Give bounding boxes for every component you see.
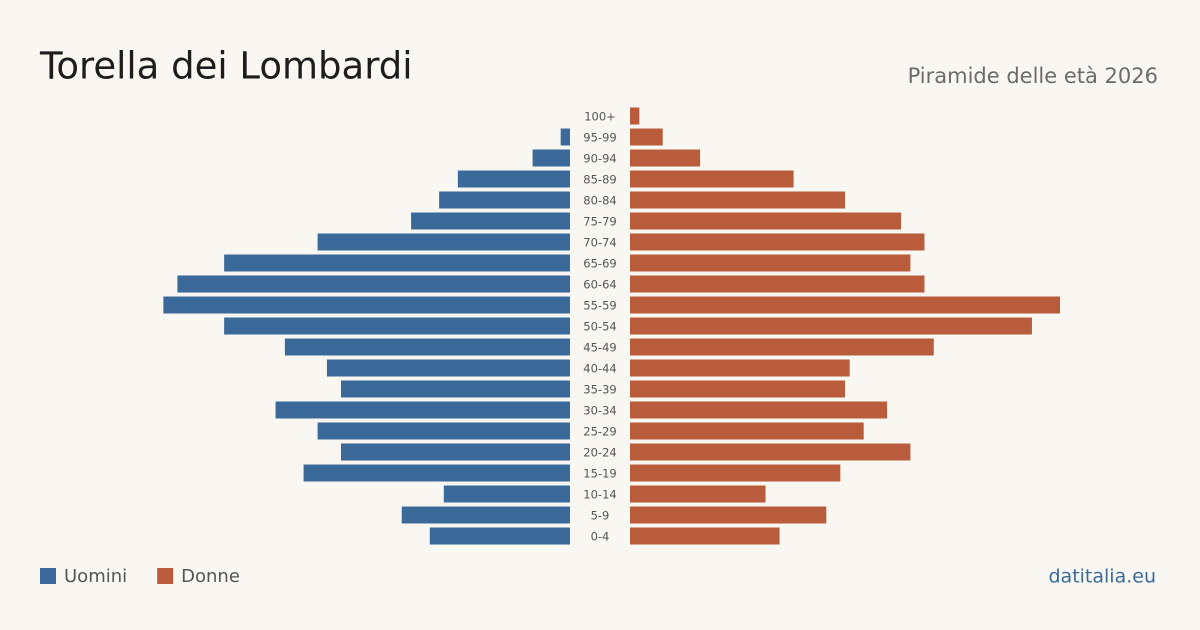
bar [326, 359, 570, 377]
bar [429, 527, 570, 545]
age-label: 80-84 [583, 194, 616, 208]
bar [224, 317, 570, 335]
bar [630, 485, 766, 503]
bar [630, 275, 925, 293]
source: datitalia.eu [1049, 566, 1157, 588]
bar [317, 422, 570, 440]
bar [630, 149, 701, 167]
bar [457, 170, 570, 188]
age-label: 60-64 [583, 278, 616, 292]
age-label: 75-79 [583, 215, 616, 229]
bar [317, 233, 570, 251]
legend-swatch [40, 568, 56, 584]
age-label: 15-19 [583, 467, 616, 481]
age-label: 5-9 [591, 509, 610, 523]
age-label: 30-34 [583, 404, 616, 418]
bar [630, 212, 902, 230]
bar [340, 443, 570, 461]
bar [443, 485, 570, 503]
bar [630, 527, 780, 545]
bar [630, 191, 845, 209]
bar [630, 107, 640, 125]
bar [630, 359, 850, 377]
chart-subtitle: Piramide delle età 2026 [908, 64, 1158, 88]
bar [630, 296, 1060, 314]
bar [401, 506, 570, 524]
bar [411, 212, 570, 230]
bar [340, 380, 570, 398]
legend-swatch [157, 568, 174, 584]
bar [630, 464, 841, 482]
bar [224, 254, 570, 272]
bar [163, 296, 570, 314]
bar [177, 275, 571, 293]
age-label: 70-74 [583, 236, 616, 250]
bar [303, 464, 570, 482]
bar [284, 338, 570, 356]
age-label: 95-99 [583, 131, 616, 145]
age-label: 40-44 [583, 362, 616, 376]
bar [630, 443, 911, 461]
bar [630, 380, 845, 398]
bar [439, 191, 570, 209]
age-label: 50-54 [583, 320, 616, 334]
age-label: 100+ [584, 110, 616, 124]
age-label: 85-89 [583, 173, 616, 187]
bar [630, 128, 663, 146]
chart-title: Torella dei Lombardi [39, 45, 413, 88]
bar [630, 170, 794, 188]
legend-label: Uomini [64, 566, 127, 587]
bar [630, 317, 1032, 335]
bar [630, 506, 827, 524]
age-label: 55-59 [583, 299, 616, 313]
bar [560, 128, 570, 146]
bar [630, 254, 911, 272]
bar [630, 401, 888, 419]
age-label: 0-4 [591, 530, 610, 544]
bar [630, 233, 925, 251]
bar [630, 338, 934, 356]
age-label: 35-39 [583, 383, 616, 397]
age-label: 10-14 [583, 488, 616, 502]
bar [532, 149, 570, 167]
age-label: 20-24 [583, 446, 616, 460]
age-label: 45-49 [583, 341, 616, 355]
bar [630, 422, 864, 440]
legend-label: Donne [181, 566, 240, 587]
age-label: 25-29 [583, 425, 616, 439]
age-label: 65-69 [583, 257, 616, 271]
bar [275, 401, 570, 419]
age-label: 90-94 [583, 152, 616, 166]
